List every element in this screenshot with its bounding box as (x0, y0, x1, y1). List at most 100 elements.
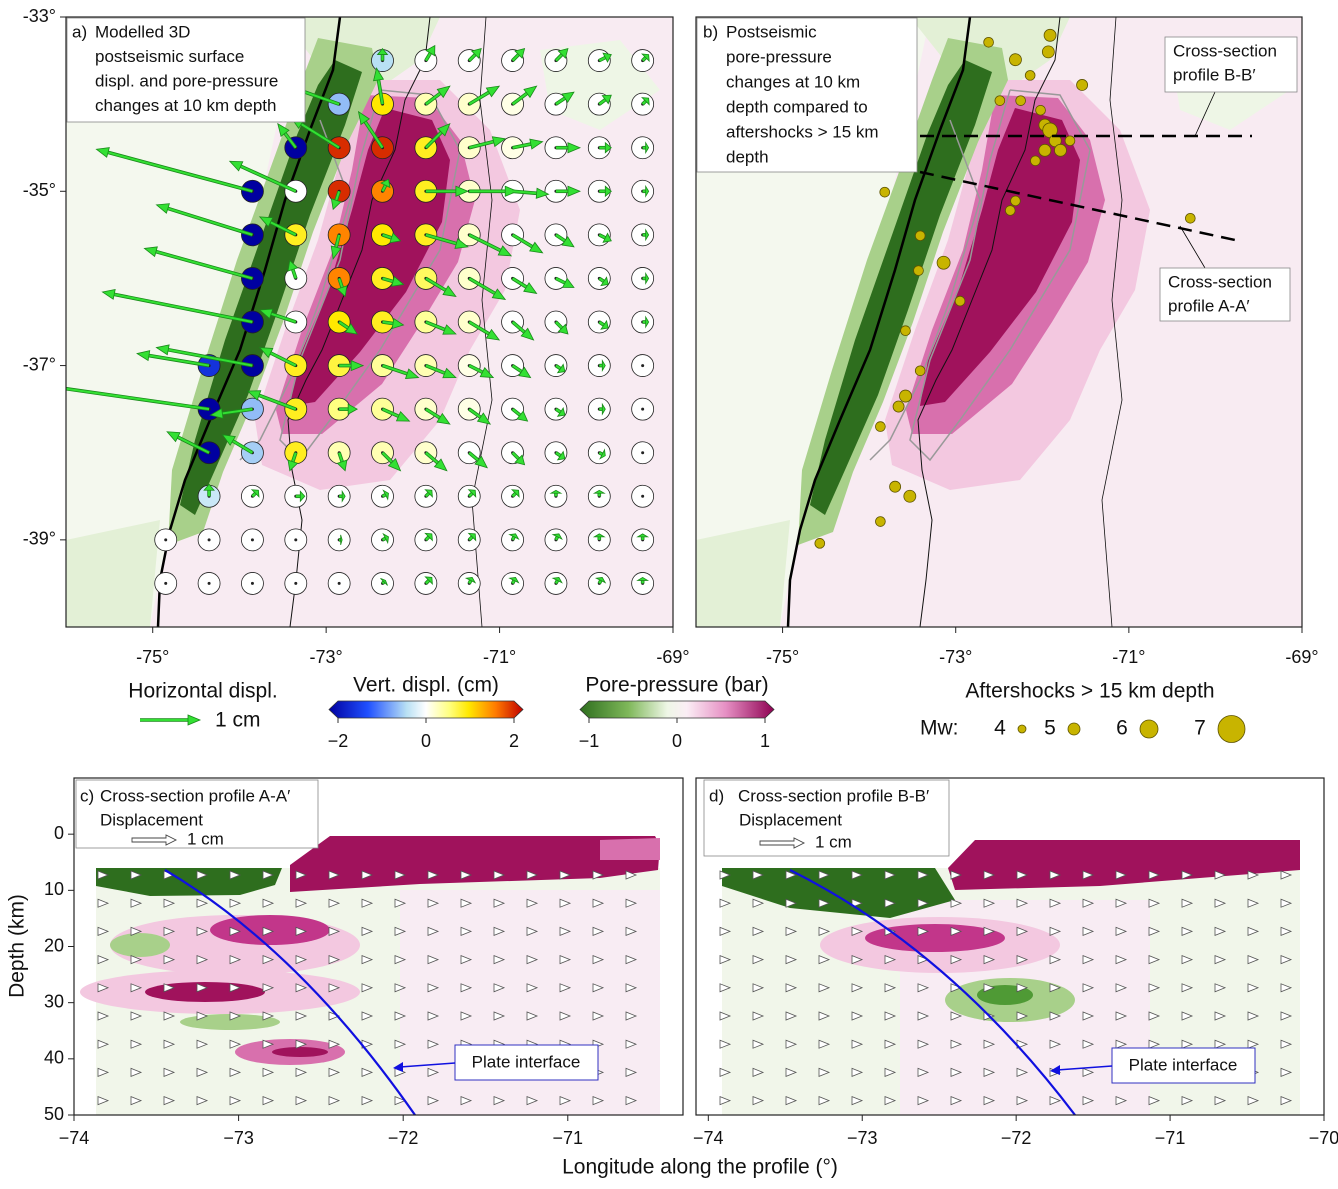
section-arrow (460, 898, 473, 908)
trench (786, 17, 972, 627)
arrow-head (604, 185, 612, 198)
y-tick-label: 10 (44, 879, 64, 899)
arrow-head (556, 406, 566, 417)
arrow-head (155, 344, 170, 356)
x-tick-label: −72 (388, 1128, 419, 1148)
green-light-patch (696, 520, 790, 627)
horizontal-displacement (425, 233, 469, 249)
section-arrow (460, 870, 473, 880)
section-arrow (559, 1011, 572, 1021)
section-arrow (719, 983, 732, 993)
section-arrow (1181, 1096, 1194, 1106)
section-arrow (328, 1011, 341, 1021)
section-arrow (851, 870, 864, 880)
x-tick-label: −70 (1309, 1128, 1338, 1148)
aftershock (914, 230, 926, 242)
arrow-shaft (364, 121, 384, 149)
section-arrow (719, 898, 732, 908)
section-arrow (526, 870, 539, 880)
horizontal-displacement (511, 85, 538, 106)
section-arrow (1214, 898, 1227, 908)
arrow-head (258, 308, 274, 320)
section-arrow (493, 898, 506, 908)
arrow-shaft (555, 97, 566, 105)
section-arrow (328, 1039, 341, 1049)
horizontal-displacement (373, 67, 385, 105)
aftershock (899, 389, 912, 403)
horizontal-displacement (258, 347, 297, 368)
section-arrow (1049, 898, 1062, 908)
arrow-shaft (598, 98, 606, 105)
section-arrow (1247, 926, 1260, 936)
section-arrow (1016, 1011, 1029, 1021)
section-arrow (394, 1039, 407, 1049)
horizontal-displacement (598, 448, 606, 460)
horizontal-displacement (424, 576, 433, 586)
horizontal-displacement (554, 450, 566, 461)
section-arrow (592, 1096, 605, 1106)
horizontal-displacement (467, 48, 482, 62)
section-arrow (917, 1039, 930, 1049)
horizontal-displacement (338, 320, 358, 335)
arrow-shaft (511, 452, 520, 460)
arrow-head (485, 328, 501, 341)
arrow-head (535, 187, 550, 199)
pore-dark-pink (290, 108, 450, 406)
arrow-shaft (232, 440, 253, 454)
section-arrow (1214, 1011, 1227, 1021)
x-tick-label: −74 (59, 1128, 90, 1148)
horizontal-displacement (424, 451, 448, 472)
section-arrow (851, 1039, 864, 1049)
section-arrow (493, 983, 506, 993)
section-arrow (1115, 983, 1128, 993)
section-arrow (361, 1096, 374, 1106)
arrow-head (391, 317, 405, 330)
arrow-head (567, 185, 581, 197)
section-arrow (1115, 1096, 1128, 1106)
horizontal-displacement (599, 185, 612, 198)
arrow-shaft (468, 277, 496, 295)
section-arrow (394, 1011, 407, 1021)
pore-band-edge (600, 838, 660, 860)
section-arrow (262, 1067, 275, 1077)
section-arrow (950, 983, 963, 993)
section-arrow (719, 870, 732, 880)
section-arrow (851, 983, 864, 993)
section-arrow (328, 1096, 341, 1106)
horizontal-displacement (155, 203, 253, 237)
arrow-head (476, 412, 492, 425)
section-arrow (460, 955, 473, 965)
section-arrow (361, 955, 374, 965)
aftershock (1024, 70, 1036, 81)
section-arrow (785, 870, 798, 880)
section-arrow (361, 1067, 374, 1077)
arrow-head (404, 368, 420, 379)
arrow-head (436, 412, 451, 425)
arrow-head (166, 431, 181, 443)
arrow-head (592, 489, 606, 494)
horizontal-displacement (155, 344, 253, 368)
section-arrow (950, 1039, 963, 1049)
section-arrow (427, 1096, 440, 1106)
section-arrow (752, 1096, 765, 1106)
mw-symbol (1139, 719, 1159, 739)
section-arrow (1148, 1011, 1161, 1021)
horizontal-displacement (143, 246, 253, 281)
horizontal-displacement (598, 319, 609, 330)
arrow-head (336, 459, 348, 472)
arrow-head (551, 533, 563, 541)
pore-dark-pink (920, 108, 1080, 406)
arrow-head (529, 241, 544, 254)
section-arrow (295, 1011, 308, 1021)
section-arrow (196, 955, 209, 965)
arrow-shaft (381, 184, 387, 192)
horizontal-displacement (136, 350, 210, 368)
arrow-shaft (468, 53, 476, 62)
panel-c-section (80, 836, 660, 1115)
aftershock (1035, 104, 1046, 116)
x-tick-label: -69° (656, 647, 689, 667)
horizontal-displacement (598, 94, 612, 106)
section-arrow (1214, 926, 1227, 936)
horizontal-displacement (258, 216, 297, 237)
aftershock (1015, 95, 1026, 106)
